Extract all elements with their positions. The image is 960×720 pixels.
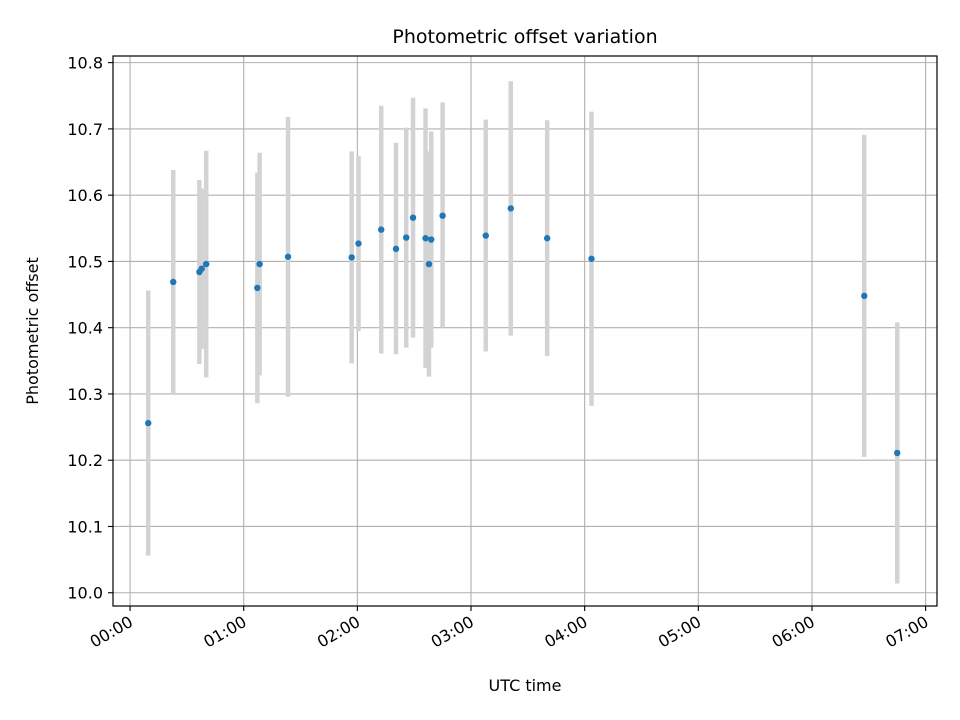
data-point bbox=[355, 240, 362, 247]
data-point bbox=[409, 214, 417, 221]
data-point bbox=[403, 234, 410, 241]
data-point bbox=[543, 235, 551, 242]
data-point bbox=[145, 419, 152, 427]
y-axis-title: Photometric offset bbox=[23, 257, 42, 405]
data-point bbox=[284, 253, 292, 260]
data-point bbox=[348, 254, 355, 261]
data-points bbox=[145, 205, 901, 457]
data-point bbox=[170, 278, 177, 286]
data-point bbox=[202, 260, 210, 268]
y-tick-label: 10.6 bbox=[67, 186, 103, 205]
data-point bbox=[254, 284, 261, 292]
plot-frame bbox=[112, 55, 938, 607]
x-axis-title: UTC time bbox=[489, 676, 562, 695]
data-point bbox=[428, 236, 435, 243]
y-tick-label: 10.2 bbox=[67, 451, 103, 470]
data-point bbox=[861, 292, 868, 300]
y-tick-label: 10.3 bbox=[67, 385, 103, 404]
data-point bbox=[422, 235, 429, 242]
data-point bbox=[588, 255, 595, 262]
data-point bbox=[256, 260, 263, 268]
y-axis: 10.0 10.1 10.2 10.3 10.4 10.5 10.6 10.7 10.8 bbox=[67, 54, 113, 603]
data-point bbox=[392, 245, 400, 253]
y-tick-label: 10.8 bbox=[67, 54, 103, 73]
data-point bbox=[439, 212, 446, 219]
y-tick-label: 10.1 bbox=[67, 517, 103, 536]
data-point bbox=[894, 449, 901, 457]
data-point bbox=[425, 260, 433, 268]
y-tick-label: 10.0 bbox=[67, 584, 103, 603]
chart-title: Photometric offset variation bbox=[392, 26, 657, 48]
y-tick-label: 10.4 bbox=[67, 319, 103, 338]
data-point bbox=[198, 265, 205, 272]
y-tick-label: 10.5 bbox=[67, 252, 103, 271]
data-point bbox=[378, 226, 385, 233]
data-point bbox=[507, 205, 514, 212]
y-tick-label: 10.7 bbox=[67, 120, 103, 139]
grid bbox=[113, 56, 937, 606]
data-point bbox=[482, 232, 489, 239]
